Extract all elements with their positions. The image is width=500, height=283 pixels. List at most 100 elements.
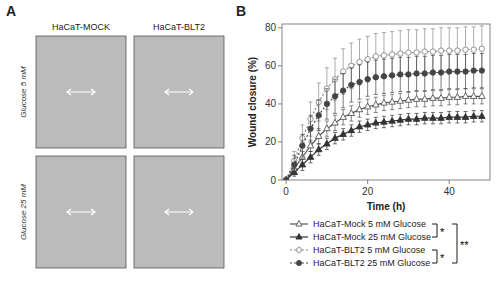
x-tick [449, 180, 450, 184]
double-arrow [165, 89, 193, 95]
panel-label: B [236, 3, 246, 19]
marker [381, 118, 387, 124]
error-bar [300, 134, 304, 157]
error-bar [309, 115, 313, 142]
marker [446, 114, 452, 120]
marker [447, 69, 452, 74]
marker [406, 72, 411, 77]
marker [438, 95, 444, 101]
y-tick [278, 103, 282, 104]
y-tick [278, 65, 282, 66]
series-line [286, 116, 482, 180]
double-arrow [67, 209, 95, 215]
marker [406, 50, 411, 55]
marker [430, 115, 436, 121]
marker [300, 143, 305, 148]
marker [307, 142, 313, 148]
marker [292, 162, 297, 167]
marker [364, 103, 370, 109]
marker [324, 101, 329, 106]
marker [296, 260, 301, 265]
significance-label: * [440, 226, 445, 238]
x-tick [286, 180, 287, 184]
legend-label: HaCaT-Mock 5 mM Glucose [313, 219, 426, 229]
marker [430, 70, 435, 75]
marker [471, 68, 476, 73]
marker [373, 119, 379, 125]
y-tick [278, 180, 282, 181]
error-bar [415, 56, 419, 90]
error-bar [341, 49, 345, 95]
marker [422, 49, 427, 54]
marker [470, 113, 476, 119]
marker [315, 146, 321, 152]
marker [463, 47, 468, 52]
marker [296, 234, 302, 239]
marker [398, 72, 403, 77]
y-tick-label: 0 [270, 175, 276, 186]
marker [324, 125, 330, 131]
significance-bracket [452, 224, 457, 263]
double-arrow [165, 209, 193, 215]
error-bar [447, 54, 451, 88]
marker [454, 114, 460, 120]
marker [348, 110, 354, 116]
error-bar [317, 100, 321, 130]
image-panel [134, 156, 224, 268]
y-tick-label: 20 [265, 136, 277, 147]
marker [365, 56, 370, 61]
significance-bracket [432, 250, 437, 263]
error-bar [341, 73, 345, 107]
marker [373, 101, 379, 107]
panel-label: A [6, 3, 16, 19]
row-label: Glucose 25 mM [19, 184, 28, 240]
marker [283, 177, 288, 180]
marker [324, 140, 330, 146]
marker [422, 71, 427, 76]
marker [349, 82, 354, 87]
x-tick-label: 40 [444, 186, 456, 197]
marker [414, 71, 419, 76]
legend-label: HaCaT-BLT2 5 mM Glucose [313, 245, 425, 255]
marker [332, 94, 337, 99]
error-bar [325, 89, 329, 119]
error-bar [398, 57, 402, 91]
column-label: HaCaT-BLT2 [153, 22, 205, 32]
y-tick-label: 80 [265, 22, 277, 33]
marker [373, 75, 378, 80]
marker [438, 48, 443, 53]
error-bar [431, 55, 435, 89]
significance-bracket [432, 224, 437, 237]
marker [414, 50, 419, 55]
marker [447, 48, 452, 53]
marker [397, 97, 403, 103]
marker [479, 93, 485, 99]
marker [398, 51, 403, 56]
series-line [286, 49, 482, 180]
marker [462, 114, 468, 120]
marker [357, 59, 362, 64]
error-bar [423, 56, 427, 90]
error-bar [406, 57, 410, 91]
marker [332, 119, 338, 125]
marker [413, 96, 419, 102]
x-tick-label: 20 [362, 186, 374, 197]
significance-label: ** [460, 239, 469, 251]
marker [462, 93, 468, 99]
legend: HaCaT-Mock 5 mM Glucose HaCaT-Mock 25 mM … [290, 219, 431, 268]
error-bar [292, 155, 296, 174]
legend-label: HaCaT-Mock 25 mM Glucose [313, 232, 431, 242]
error-bar [464, 54, 468, 88]
marker [455, 69, 460, 74]
error-bar [382, 59, 386, 93]
marker [438, 115, 444, 121]
marker [430, 95, 436, 101]
y-tick-label: 60 [265, 60, 277, 71]
row-label: Glucose 5 mM [19, 66, 28, 118]
marker [356, 106, 362, 112]
marker [308, 126, 313, 131]
marker [381, 53, 386, 58]
marker [307, 154, 313, 160]
marker [479, 113, 485, 119]
marker [356, 123, 362, 129]
